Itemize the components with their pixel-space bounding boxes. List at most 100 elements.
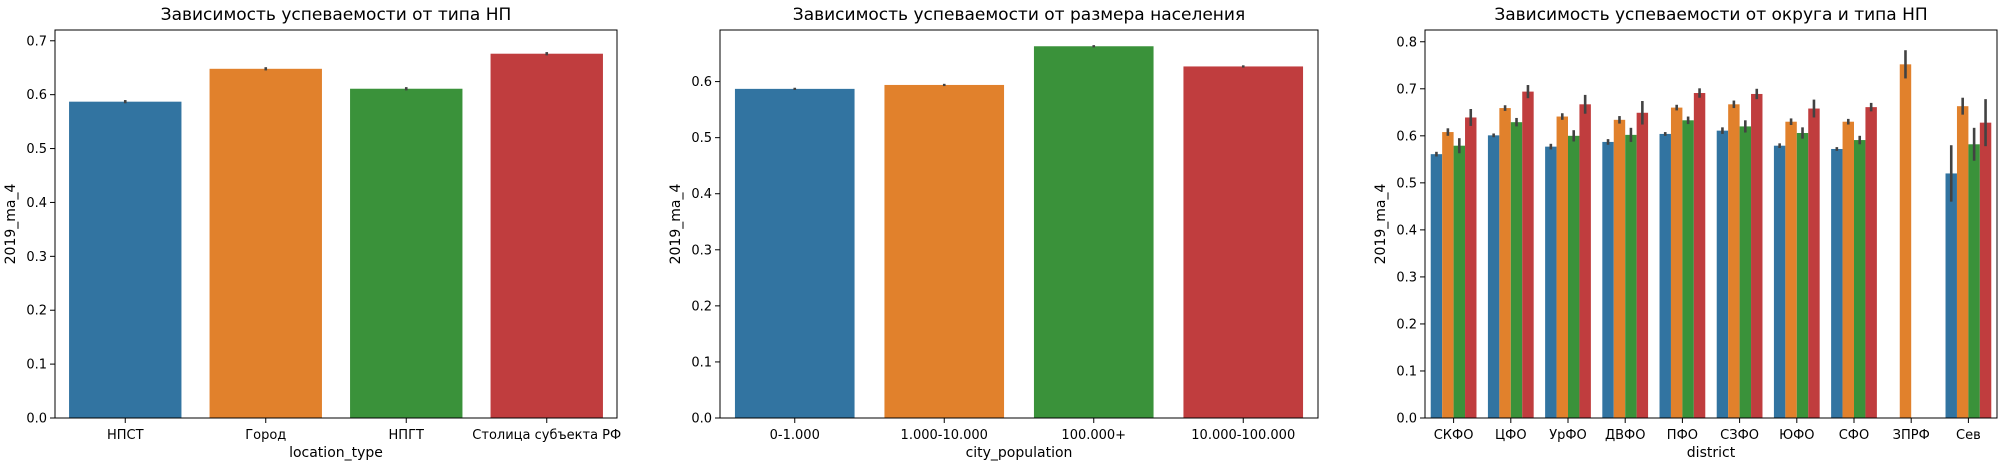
bar <box>1430 154 1443 418</box>
y-tick-label: 0.4 <box>1396 223 1417 238</box>
bar <box>884 84 1005 419</box>
bar <box>1579 104 1591 419</box>
axes-frame <box>1424 29 1998 419</box>
bar <box>1693 93 1706 419</box>
bar <box>1682 120 1694 418</box>
x-tick-label: Город <box>245 428 286 443</box>
bar <box>1796 132 1809 418</box>
bar <box>1979 122 1992 419</box>
bar <box>1716 130 1729 419</box>
bar <box>1568 135 1580 418</box>
bar <box>1751 93 1763 418</box>
y-tick-label: 0.2 <box>691 299 712 314</box>
x-tick-label: СКФО <box>1434 428 1474 443</box>
x-tick-label: ПФО <box>1667 428 1698 443</box>
y-tick-label: 0.3 <box>691 243 712 258</box>
bar <box>1499 108 1511 418</box>
x-tick-label: УрФО <box>1549 428 1587 443</box>
bar <box>350 88 463 418</box>
y-tick-label: 0.0 <box>691 412 712 427</box>
y-tick-label: 0.0 <box>26 412 47 427</box>
y-tick-label: 0.6 <box>1396 129 1417 144</box>
bar <box>1899 64 1912 418</box>
y-tick-label: 0.4 <box>691 187 712 202</box>
x-tick-label: ЗПРФ <box>1893 428 1930 443</box>
x-tick-label: Столица субъекта РФ <box>472 428 621 443</box>
bar <box>1613 119 1626 418</box>
x-tick-label: 100.000+ <box>1061 428 1126 443</box>
x-axis-label: city_population <box>966 445 1073 461</box>
x-tick-label: НПСТ <box>107 428 144 443</box>
bar <box>1659 133 1671 419</box>
chart-3: Зависимость успеваемости от округа и тип… <box>1373 5 1998 461</box>
y-tick-label: 0.8 <box>1396 35 1417 50</box>
bar <box>209 68 322 419</box>
y-tick-label: 0.5 <box>26 142 47 157</box>
bar <box>734 88 855 418</box>
y-tick-label: 0.2 <box>26 304 47 319</box>
chart-1: Зависимость успеваемости от типа НП 0.0 0.… <box>3 5 621 461</box>
y-tick-label: 0.6 <box>26 88 47 103</box>
bar <box>1956 106 1969 419</box>
y-tick-label: 0.5 <box>1396 176 1417 191</box>
axes-frame <box>54 29 618 419</box>
y-tick-label: 0.7 <box>26 34 47 49</box>
bar <box>1183 66 1304 419</box>
y-tick-label: 0.3 <box>26 250 47 265</box>
bar <box>1522 91 1534 419</box>
chart-title: Зависимость успеваемости от размера насе… <box>793 5 1245 25</box>
y-tick-label: 0.6 <box>691 75 712 90</box>
y-tick-label: 0.1 <box>26 358 47 373</box>
x-tick-label: СФО <box>1839 428 1870 443</box>
bar <box>1808 108 1820 419</box>
bar <box>1556 116 1568 418</box>
bar <box>1945 173 1957 418</box>
y-tick-label: 0.5 <box>691 131 712 146</box>
bar <box>1625 134 1637 419</box>
x-tick-label: Сев <box>1956 428 1981 443</box>
x-axis-label: location_type <box>289 445 383 461</box>
y-axis-label: 2019_ma_4 <box>668 184 684 265</box>
x-tick-label: ЦФО <box>1495 428 1527 443</box>
bar <box>1442 132 1454 418</box>
bar <box>1636 112 1649 419</box>
bar <box>1785 121 1797 418</box>
x-tick-label: ЮФО <box>1779 428 1814 443</box>
x-tick-label: ДВФО <box>1605 428 1646 443</box>
bar <box>1831 148 1843 418</box>
x-tick-label: 1.000-10.000 <box>901 428 988 443</box>
bar <box>1773 145 1786 418</box>
y-tick-label: 0.0 <box>1396 412 1417 427</box>
bar <box>490 53 603 418</box>
y-tick-label: 0.1 <box>1396 364 1417 379</box>
bar <box>1453 145 1466 418</box>
x-tick-label: 10.000-100.000 <box>1191 428 1295 443</box>
y-tick-label: 0.3 <box>1396 270 1417 285</box>
bar <box>1865 107 1877 418</box>
y-axis-label: 2019_ma_4 <box>3 184 19 265</box>
y-axis-label: 2019_ma_4 <box>1373 184 1389 265</box>
chart-title: Зависимость успеваемости от округа и тип… <box>1494 5 1927 25</box>
x-tick-label: НПГТ <box>389 428 424 443</box>
axes-frame <box>719 29 1319 419</box>
bar <box>1033 46 1154 418</box>
bar <box>69 101 182 418</box>
bar <box>1602 141 1614 418</box>
x-tick-label: 0-1.000 <box>770 428 820 443</box>
y-tick-label: 0.7 <box>1396 82 1417 97</box>
bar <box>1842 121 1854 418</box>
bar <box>1670 107 1683 418</box>
chart-title: Зависимость успеваемости от типа НП <box>161 5 512 25</box>
bar <box>1854 140 1866 418</box>
bar <box>1487 135 1500 418</box>
bar <box>1739 126 1752 419</box>
bar <box>1728 104 1740 419</box>
bar <box>1545 146 1557 419</box>
y-tick-label: 0.4 <box>26 196 47 211</box>
bar <box>1968 144 1980 418</box>
bar <box>1465 117 1477 418</box>
x-axis-label: district <box>1687 445 1736 461</box>
y-tick-label: 0.1 <box>691 355 712 370</box>
y-tick-label: 0.2 <box>1396 317 1417 332</box>
